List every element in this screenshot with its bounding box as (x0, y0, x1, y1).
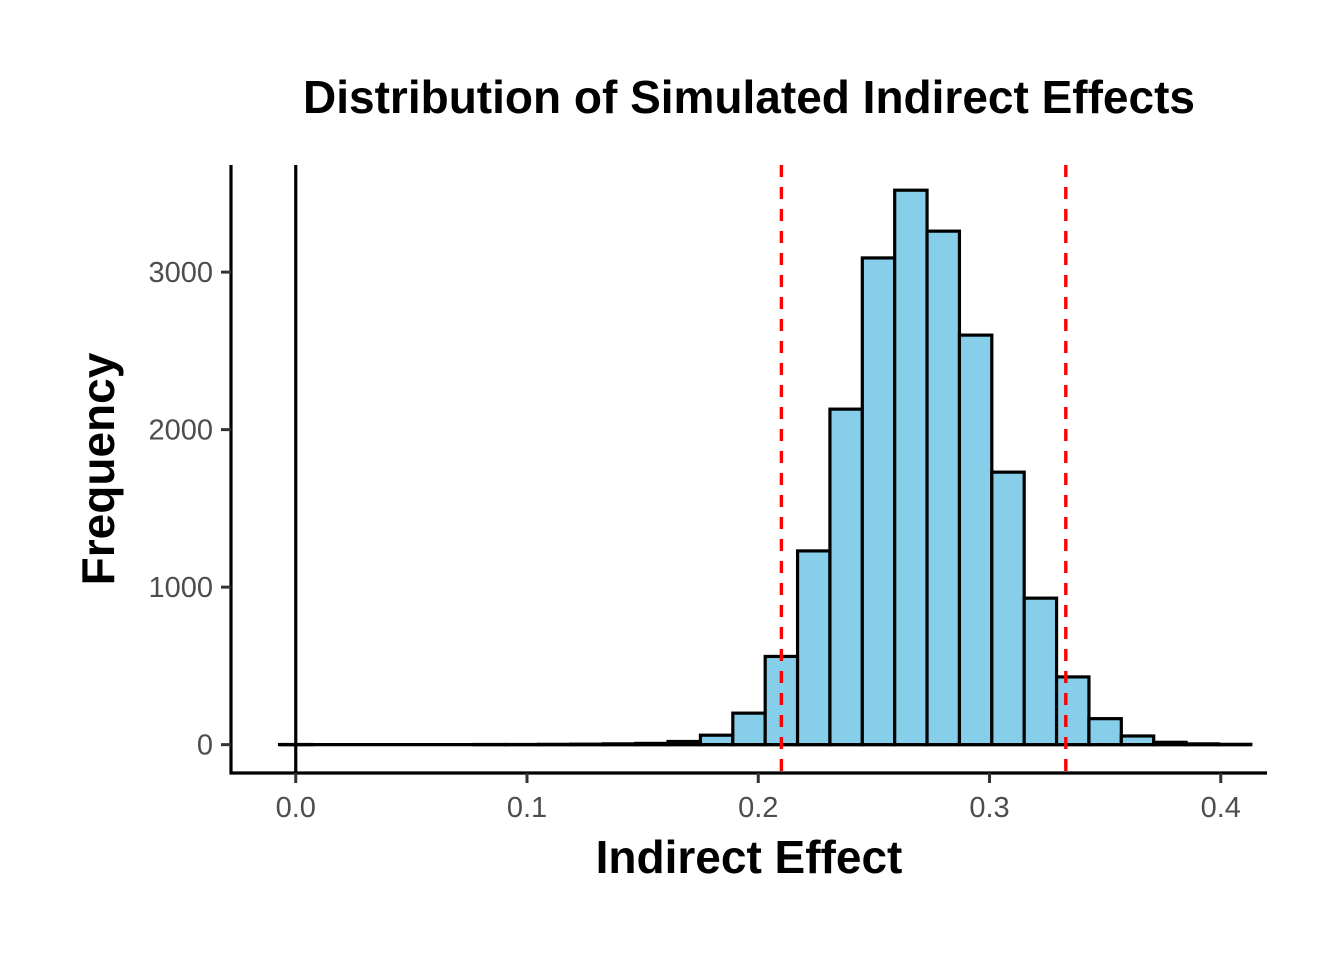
y-tick-label: 0 (197, 730, 213, 762)
histogram-bar (1087, 717, 1123, 747)
histogram-bar (957, 333, 994, 747)
histogram-bar (828, 407, 864, 747)
y-axis-label: Frequency (72, 352, 124, 585)
x-axis-label: Indirect Effect (596, 831, 903, 883)
histogram-bar (990, 470, 1026, 747)
x-tick-label: 0.1 (507, 792, 547, 824)
histogram-bar (860, 256, 897, 747)
x-tick-label: 0.2 (738, 792, 778, 824)
histogram-bar (1054, 675, 1091, 747)
histogram-bar (795, 549, 832, 747)
x-tick-label: 0.3 (969, 792, 1009, 824)
y-tick-label: 2000 (148, 415, 213, 447)
y-tick-label: 3000 (148, 257, 213, 289)
y-tick-label: 1000 (148, 572, 213, 604)
x-tick-label: 0.0 (276, 792, 316, 824)
histogram-bar (731, 711, 767, 747)
histogram-bar (925, 229, 962, 747)
axes-layer: 0.0 0.1 0.2 0.3 0.4 0 1000 2000 3000 (148, 165, 1267, 824)
histogram-bar (1022, 596, 1059, 747)
histogram-bar (893, 188, 929, 747)
reference-lines-layer (279, 165, 1251, 773)
x-tick-label: 0.4 (1201, 792, 1241, 824)
chart-title: Distribution of Simulated Indirect Effec… (303, 71, 1195, 123)
bars-layer (277, 188, 1253, 747)
